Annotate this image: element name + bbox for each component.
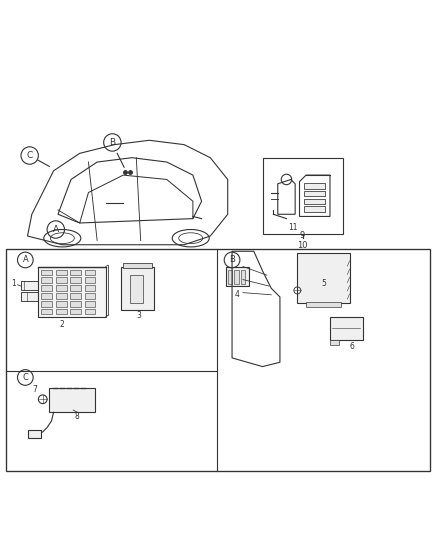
Text: 1: 1 — [11, 279, 16, 288]
Bar — [42, 277, 52, 283]
Bar — [121, 266, 154, 310]
Bar — [42, 309, 52, 314]
Bar — [85, 293, 95, 298]
Bar — [304, 191, 325, 197]
Text: C: C — [22, 373, 28, 382]
Bar — [241, 270, 245, 284]
Bar — [85, 270, 95, 275]
Text: 11: 11 — [289, 223, 298, 232]
Text: A: A — [22, 255, 28, 264]
Bar — [304, 183, 325, 189]
Bar — [70, 285, 81, 291]
Bar — [42, 270, 52, 275]
Bar — [56, 270, 67, 275]
Bar — [226, 266, 250, 286]
Text: 2: 2 — [60, 320, 65, 329]
Bar — [304, 199, 325, 204]
Bar — [330, 317, 363, 341]
Bar — [297, 254, 350, 303]
Bar — [70, 309, 81, 314]
Bar — [304, 206, 325, 212]
Bar — [85, 285, 95, 291]
Text: 9: 9 — [300, 231, 305, 240]
Text: B: B — [110, 138, 116, 147]
Bar — [262, 158, 343, 234]
Bar — [70, 270, 81, 275]
Bar — [39, 266, 106, 317]
Bar — [21, 292, 38, 301]
Text: 10: 10 — [297, 241, 308, 251]
Text: 6: 6 — [350, 342, 354, 351]
Text: 7: 7 — [32, 385, 37, 393]
Bar — [6, 249, 430, 471]
Text: 4: 4 — [235, 289, 240, 298]
Bar — [85, 301, 95, 306]
Bar — [234, 270, 239, 284]
Bar — [70, 277, 81, 283]
Bar — [123, 263, 152, 268]
Bar — [42, 301, 52, 306]
Text: B: B — [229, 255, 235, 264]
Bar — [56, 277, 67, 283]
Bar — [130, 275, 143, 303]
Bar — [49, 389, 95, 413]
Bar — [70, 301, 81, 306]
Text: 5: 5 — [321, 279, 326, 287]
Bar — [21, 281, 38, 290]
Bar — [70, 293, 81, 298]
Bar — [228, 270, 232, 284]
Bar — [42, 293, 52, 298]
Text: A: A — [53, 225, 59, 234]
Bar — [330, 341, 339, 345]
Bar — [85, 277, 95, 283]
Bar — [56, 301, 67, 306]
Text: 8: 8 — [74, 413, 79, 421]
Bar — [85, 309, 95, 314]
Bar — [306, 302, 341, 306]
Bar — [56, 285, 67, 291]
Bar — [56, 293, 67, 298]
Text: C: C — [27, 151, 33, 160]
Text: 3: 3 — [136, 311, 141, 320]
Bar — [56, 309, 67, 314]
Bar — [42, 285, 52, 291]
Bar — [28, 430, 41, 438]
